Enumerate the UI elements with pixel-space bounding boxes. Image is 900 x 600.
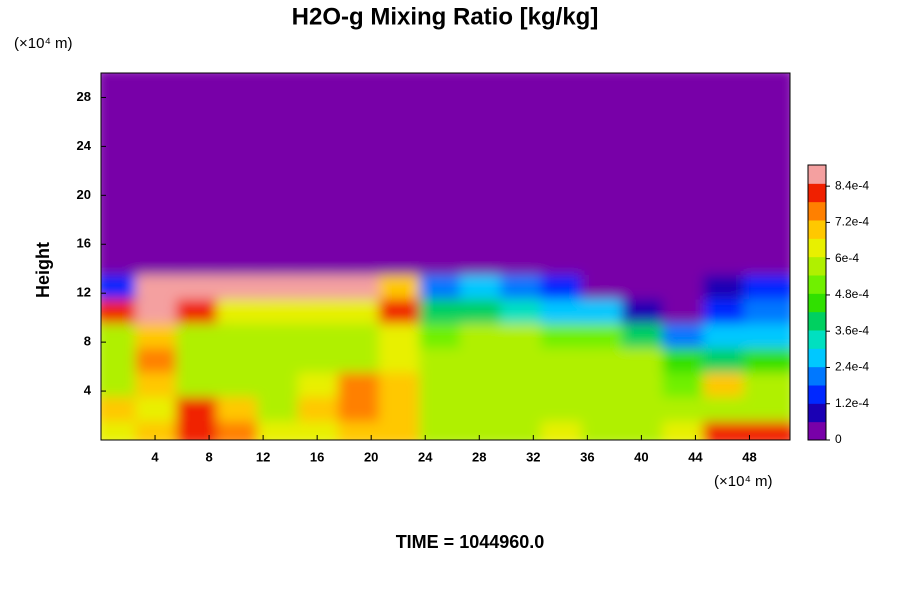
- x-tick-label: 48: [742, 449, 756, 464]
- colorbar-band: [808, 348, 826, 368]
- x-tick-label: 12: [256, 449, 270, 464]
- y-axis-label: Height: [33, 242, 53, 298]
- colorbar-band: [808, 421, 826, 441]
- x-tick-label: 8: [205, 449, 212, 464]
- colorbar-band: [808, 183, 826, 203]
- x-tick-label: 44: [688, 449, 703, 464]
- x-tick-label: 16: [310, 449, 324, 464]
- colorbar-tick-label: 4.8e-4: [835, 287, 869, 301]
- y-tick-label: 20: [77, 187, 91, 202]
- colorbar-tick-label: 0: [835, 432, 842, 446]
- x-unit: (×10⁴ m): [714, 473, 773, 490]
- x-tick-label: 36: [580, 449, 594, 464]
- x-tick-label: 24: [418, 449, 433, 464]
- x-tick-label: 4: [151, 449, 159, 464]
- colorbar-band: [808, 385, 826, 404]
- x-tick-label: 40: [634, 449, 648, 464]
- y-tick-label: 12: [77, 285, 91, 300]
- colorbar-band: [808, 293, 826, 313]
- footer: TIME = 1044960.0: [396, 532, 545, 552]
- colorbar-tick-label: 8.4e-4: [835, 178, 869, 192]
- y-tick-label: 24: [77, 138, 92, 153]
- colorbar-band: [808, 256, 826, 276]
- colorbar-tick-label: 1.2e-4: [835, 396, 869, 410]
- plot-frame: [100, 72, 791, 441]
- cell: [743, 73, 790, 104]
- colorbar-tick-label: 6e-4: [835, 251, 859, 265]
- colorbar-band: [808, 238, 826, 258]
- cells: [101, 73, 790, 440]
- colorbar-band: [808, 201, 826, 221]
- colorbar-band: [808, 165, 826, 184]
- colorbar-band: [808, 330, 826, 349]
- y-tick-label: 16: [77, 236, 91, 251]
- y-unit: (×10⁴ m): [14, 35, 73, 52]
- field: [101, 73, 790, 440]
- x-tick-label: 32: [526, 449, 540, 464]
- colorbar-band: [808, 220, 826, 239]
- colorbar-band: [808, 366, 826, 386]
- colorbar-tick-label: 2.4e-4: [835, 360, 869, 374]
- colorbar-tick-label: 7.2e-4: [835, 215, 869, 229]
- colorbar-band: [808, 403, 826, 423]
- colorbar-frame: [807, 164, 827, 441]
- x-tick-label: 28: [472, 449, 486, 464]
- x-tick-label: 20: [364, 449, 378, 464]
- colorbar-band: [808, 311, 826, 331]
- y-tick-label: 4: [84, 383, 92, 398]
- y-tick-label: 28: [77, 89, 91, 104]
- y-tick-label: 8: [84, 334, 91, 349]
- colorbar-band: [808, 275, 826, 294]
- colorbar-tick-label: 3.6e-4: [835, 323, 869, 337]
- chart-title: H2O-g Mixing Ratio [kg/kg]: [292, 3, 599, 30]
